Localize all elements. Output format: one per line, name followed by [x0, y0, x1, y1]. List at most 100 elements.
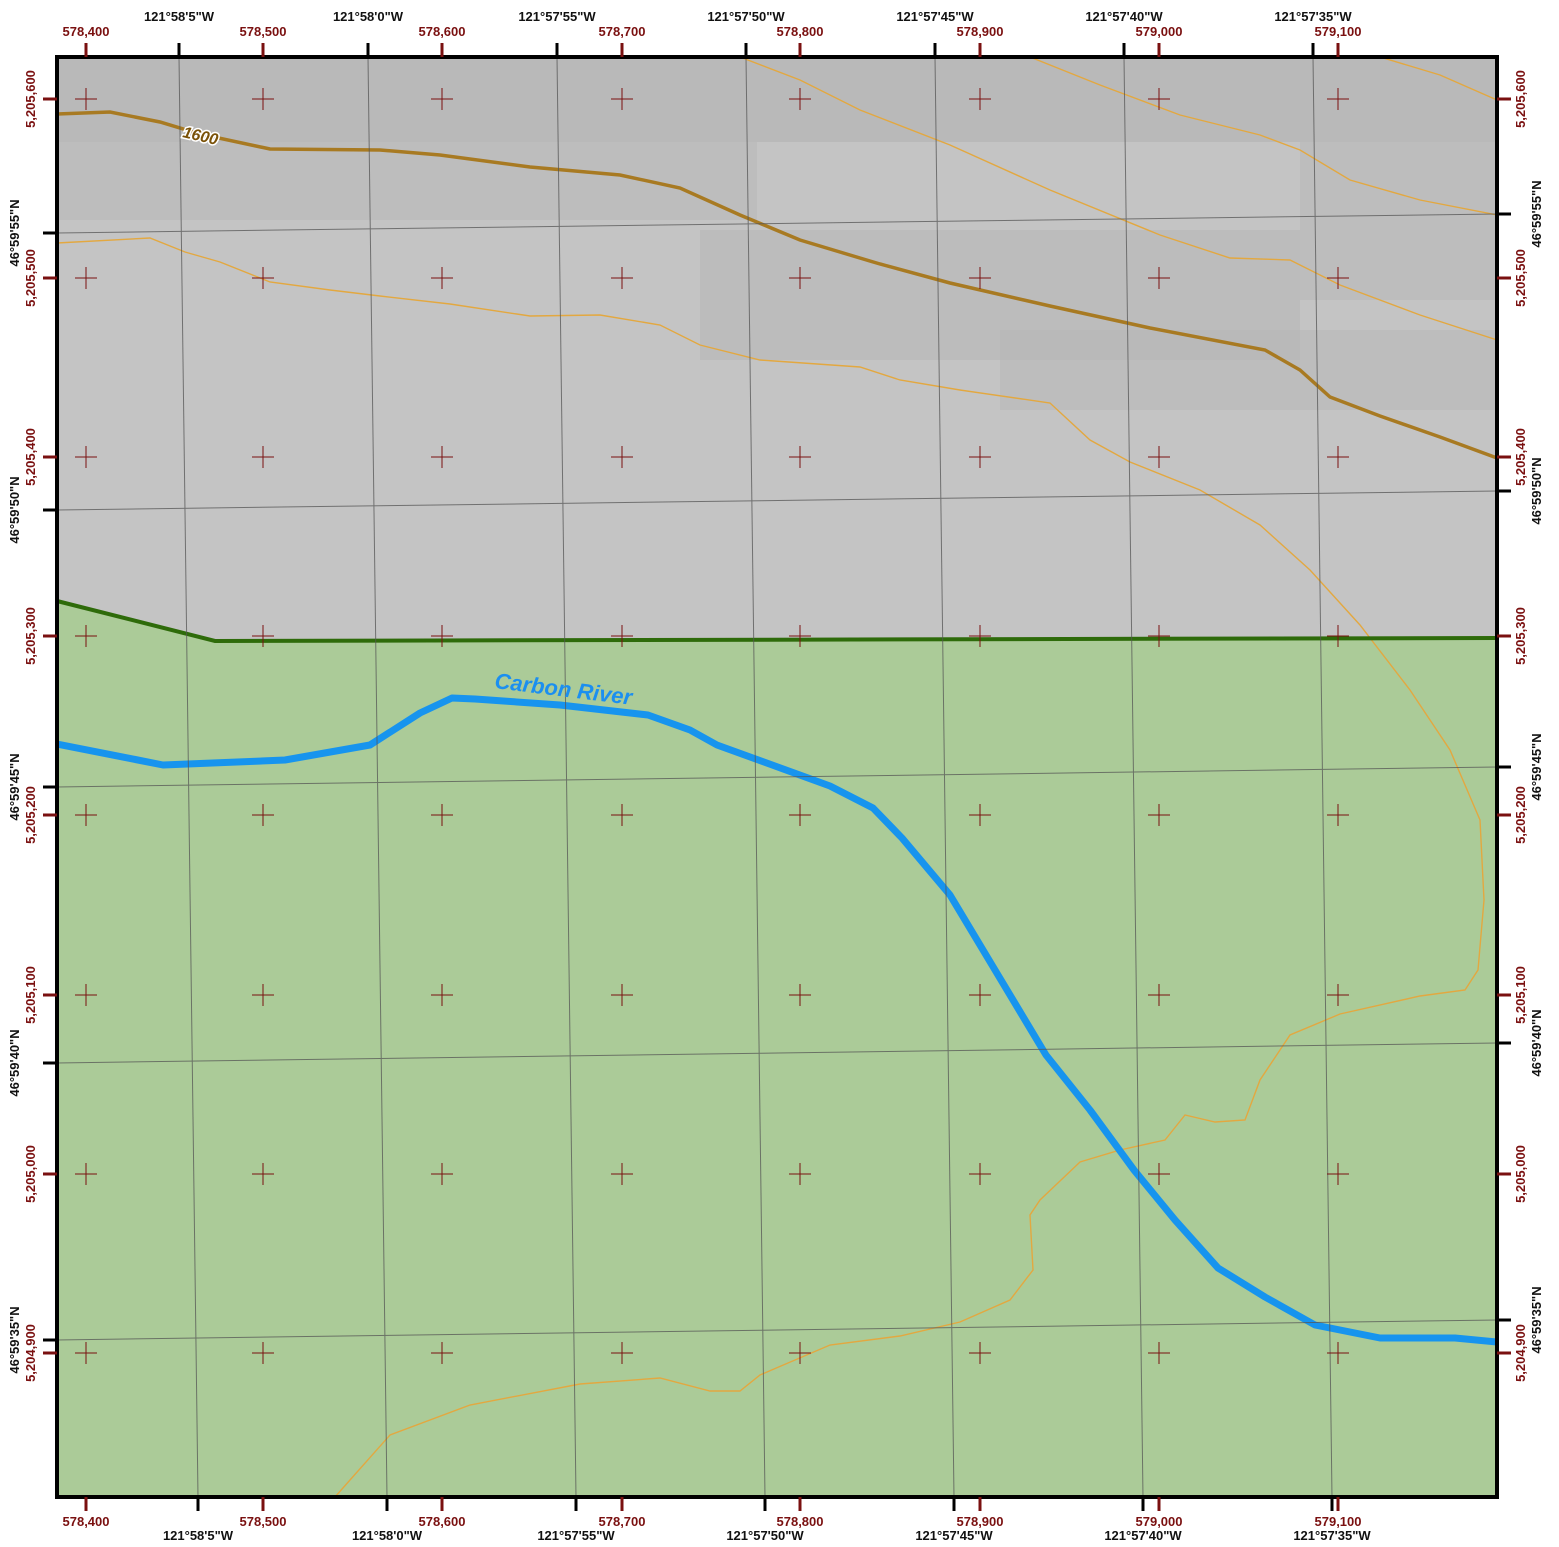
- utm-cross: [969, 625, 991, 647]
- parallel-line: [57, 1319, 1497, 1341]
- utm-cross: [252, 1163, 274, 1185]
- utm-cross: [789, 984, 811, 1006]
- utm-grid-crosses: [75, 88, 1349, 1364]
- utm-cross: [75, 984, 97, 1006]
- utm-cross: [252, 267, 274, 289]
- utm-cross: [611, 804, 633, 826]
- utm-cross: [75, 88, 97, 110]
- utm-easting-label: 578,400: [63, 24, 110, 39]
- utm-cross: [969, 88, 991, 110]
- minor-contour: [57, 237, 1485, 1497]
- utm-cross: [75, 1163, 97, 1185]
- utm-cross: [789, 446, 811, 468]
- utm-cross: [252, 1342, 274, 1364]
- utm-easting-labels-bottom: 578,400 578,500 578,600 578,700 578,800 578,9…: [63, 1514, 1362, 1529]
- meridian-line: [934, 57, 955, 1497]
- minor-contour: [1029, 57, 1497, 216]
- longitude-label: 121°58'0"W: [352, 1528, 423, 1543]
- longitude-label: 121°57'50"W: [726, 1528, 804, 1543]
- utm-northing-label: 5,205,100: [1513, 966, 1528, 1024]
- graticule-lines: [57, 57, 1497, 1497]
- utm-cross: [1148, 267, 1170, 289]
- utm-cross: [789, 1342, 811, 1364]
- utm-easting-label: 578,500: [240, 1514, 287, 1529]
- carbon-river-line[interactable]: [57, 694, 1497, 1346]
- longitude-label: 121°58'5"W: [163, 1528, 234, 1543]
- utm-northing-label: 5,205,400: [1513, 428, 1528, 486]
- parallel-line: [57, 213, 1497, 234]
- utm-cross: [789, 804, 811, 826]
- utm-northing-label: 5,205,200: [23, 786, 38, 844]
- terrain-shading: [57, 57, 1497, 410]
- utm-cross: [969, 1342, 991, 1364]
- minor-contour: [739, 57, 1497, 341]
- utm-cross: [611, 267, 633, 289]
- parallel-line: [57, 490, 1497, 511]
- longitude-label: 121°58'0"W: [333, 9, 404, 24]
- utm-cross: [789, 625, 811, 647]
- utm-northing-label: 5,205,600: [1513, 70, 1528, 128]
- utm-cross: [1327, 88, 1349, 110]
- utm-cross: [1148, 625, 1170, 647]
- utm-cross: [431, 984, 453, 1006]
- utm-cross: [1327, 625, 1349, 647]
- utm-cross: [252, 446, 274, 468]
- utm-cross: [1148, 1163, 1170, 1185]
- longitude-label: 121°58'5"W: [144, 9, 215, 24]
- utm-cross: [1148, 88, 1170, 110]
- longitude-label: 121°57'35"W: [1293, 1528, 1371, 1543]
- longitude-labels-top: 121°58'5"W 121°58'0"W 121°57'55"W 121°57'50…: [144, 9, 1352, 24]
- utm-easting-label: 578,800: [777, 24, 824, 39]
- utm-cross: [75, 446, 97, 468]
- utm-easting-label: 578,900: [957, 24, 1004, 39]
- utm-cross: [1327, 1342, 1349, 1364]
- utm-northing-label: 5,204,900: [1513, 1324, 1528, 1382]
- utm-cross: [1327, 446, 1349, 468]
- utm-easting-label: 578,500: [240, 24, 287, 39]
- utm-cross: [431, 446, 453, 468]
- utm-cross: [431, 804, 453, 826]
- longitude-label: 121°57'50"W: [707, 9, 785, 24]
- minor-contour: [1379, 57, 1497, 101]
- utm-easting-label: 578,400: [63, 1514, 110, 1529]
- utm-cross: [789, 88, 811, 110]
- latitude-label: 46°59'55"N: [7, 199, 22, 266]
- longitude-label: 121°57'40"W: [1104, 1528, 1182, 1543]
- utm-cross: [611, 88, 633, 110]
- index-contour-1600: [57, 110, 1497, 460]
- utm-cross: [969, 984, 991, 1006]
- utm-northing-label: 5,205,100: [23, 966, 38, 1024]
- utm-northing-label: 5,205,400: [23, 428, 38, 486]
- utm-cross: [1148, 446, 1170, 468]
- utm-cross: [431, 88, 453, 110]
- longitude-label: 121°57'55"W: [537, 1528, 615, 1543]
- utm-easting-label: 579,100: [1315, 1514, 1362, 1529]
- utm-cross: [969, 804, 991, 826]
- utm-easting-labels-top: 578,400 578,500 578,600 578,700 578,800 578,9…: [63, 24, 1362, 39]
- utm-cross: [431, 625, 453, 647]
- meridian-line: [1123, 57, 1144, 1497]
- utm-northing-label: 5,205,000: [1513, 1145, 1528, 1203]
- utm-easting-label: 579,000: [1136, 24, 1183, 39]
- utm-cross: [75, 1342, 97, 1364]
- latitude-label: 46°59'45"N: [7, 753, 22, 820]
- utm-northing-label: 5,205,500: [1513, 249, 1528, 307]
- utm-cross: [252, 625, 274, 647]
- latitude-label: 46°59'50"N: [7, 476, 22, 543]
- utm-northing-labels-left: 5,205,600 5,205,500 5,205,400 5,205,300 5,20…: [23, 70, 38, 1382]
- utm-cross: [1327, 267, 1349, 289]
- utm-cross: [611, 625, 633, 647]
- latitude-label: 46°59'35"N: [1529, 1286, 1544, 1353]
- parallel-line: [57, 766, 1497, 788]
- utm-cross: [252, 804, 274, 826]
- latitude-labels-right: 46°59'55"N 46°59'50"N 46°59'45"N 46°59'40"N…: [1529, 180, 1544, 1353]
- utm-cross: [1327, 1163, 1349, 1185]
- utm-easting-label: 579,100: [1315, 24, 1362, 39]
- longitude-label: 121°57'40"W: [1085, 9, 1163, 24]
- utm-cross: [969, 446, 991, 468]
- vegetation-area: [57, 601, 1497, 1497]
- utm-northing-label: 5,205,200: [1513, 786, 1528, 844]
- utm-easting-label: 578,700: [599, 24, 646, 39]
- utm-easting-label: 578,900: [957, 1514, 1004, 1529]
